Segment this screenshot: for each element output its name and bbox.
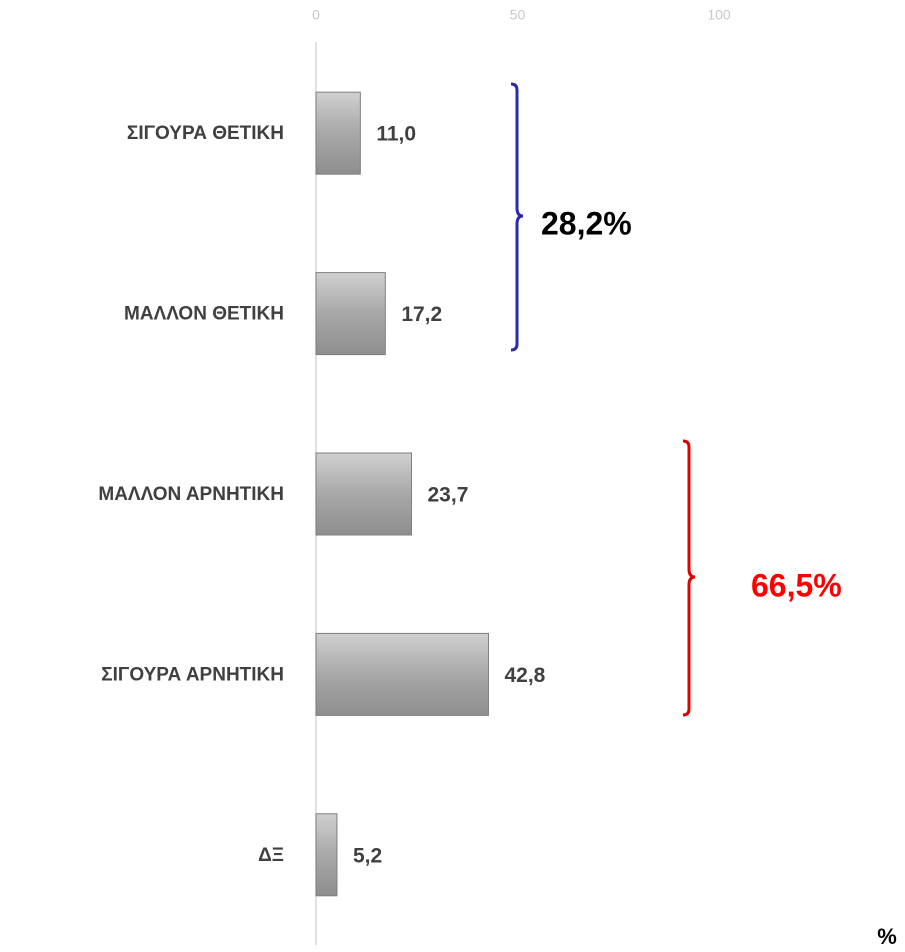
x-tick-label: 0 (312, 7, 320, 23)
unit-label: % (877, 924, 897, 949)
value-label: 17,2 (401, 303, 442, 326)
value-label: 11,0 (376, 123, 416, 146)
bar (315, 272, 386, 356)
y-tick-label: ΣΙΓΟΥΡΑ ΑΡΝΗΤΙΚΗ (101, 664, 284, 685)
bar (315, 813, 338, 897)
y-tick-label: ΣΙΓΟΥΡΑ ΘΕΤΙΚΗ (127, 123, 284, 144)
bar (315, 452, 413, 536)
y-tick-label: ΜΑΛΛΟΝ ΘΕΤΙΚΗ (124, 304, 284, 325)
x-tick-label: 100 (707, 7, 731, 23)
value-label: 42,8 (504, 664, 545, 687)
value-label: 5,2 (353, 844, 382, 867)
bar (315, 632, 489, 716)
value-label: 23,7 (428, 484, 469, 507)
bar (315, 91, 361, 175)
y-tick-label: ΔΞ (258, 845, 284, 866)
bracket (682, 439, 696, 717)
annotation: 66,5% (751, 567, 842, 603)
annotation: 28,2% (541, 205, 632, 241)
bracket (510, 82, 524, 352)
x-tick-label: 50 (510, 7, 526, 23)
y-tick-label: ΜΑΛΛΟΝ ΑΡΝΗΤΙΚΗ (98, 484, 284, 505)
